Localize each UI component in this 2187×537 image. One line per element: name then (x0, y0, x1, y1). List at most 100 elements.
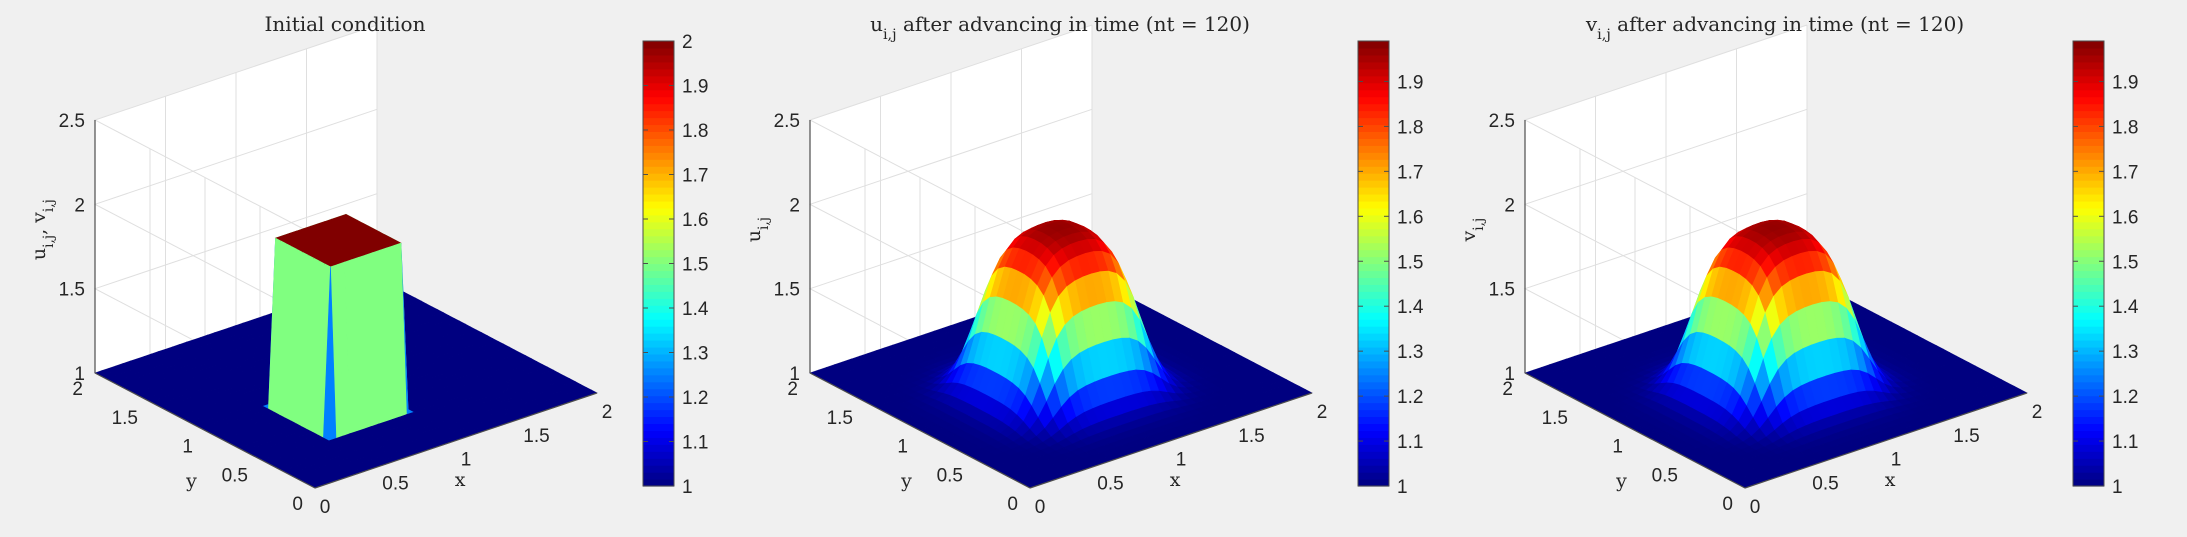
x-axis-label: x (455, 469, 466, 491)
colorbar-segment (643, 465, 674, 473)
colorbar-segment (1358, 249, 1389, 258)
colorbar-segment (643, 193, 674, 202)
colorbar-segment (2073, 374, 2104, 383)
colorbar-segment (2073, 409, 2104, 418)
z-tick-label: 1.5 (774, 280, 800, 301)
y-tick-label: 1 (897, 437, 908, 458)
x-tick-label: 0 (1035, 497, 1046, 518)
colorbar-segment (2073, 221, 2104, 230)
colorbar-segment (2073, 54, 2104, 63)
y-tick-label: 1.5 (112, 408, 138, 429)
colorbar-segment (2073, 367, 2104, 376)
colorbar-segment (643, 103, 674, 112)
z-tick-label: 1 (789, 364, 800, 385)
colorbar-segment (2073, 479, 2104, 487)
colorbar-segment (643, 61, 674, 70)
colorbar-segment (2073, 89, 2104, 98)
colorbar-tick-label: 1.7 (2112, 162, 2138, 183)
colorbar-segment (1358, 166, 1389, 174)
colorbar-tick-label: 1.6 (1397, 207, 1423, 228)
z-tick-label: 2.5 (774, 111, 800, 132)
colorbar-segment (1358, 367, 1389, 376)
colorbar-tick-label: 1.7 (1397, 162, 1423, 183)
x-tick-label: 0.5 (382, 473, 408, 494)
colorbar-tick-label: 1.4 (1397, 297, 1424, 318)
x-tick-label: 0.5 (1812, 473, 1838, 494)
colorbar-segment (643, 110, 674, 119)
colorbar-segment (643, 207, 674, 216)
colorbar-tick-label: 1 (682, 477, 693, 498)
colorbar-segment (2073, 430, 2104, 438)
colorbar-segment (1358, 291, 1389, 299)
colorbar-segment (643, 96, 674, 105)
colorbar-tick-label: 1.9 (1397, 72, 1423, 93)
colorbar-segment (2073, 326, 2104, 334)
colorbar-segment (643, 333, 674, 341)
colorbar-segment (643, 298, 674, 306)
colorbar-segment (643, 124, 674, 132)
y-tick-label: 1.5 (827, 408, 853, 429)
z-tick-label: 2 (74, 195, 85, 216)
colorbar-segment (643, 291, 674, 299)
colorbar-segment (2073, 333, 2104, 341)
y-tick-label: 0 (1722, 494, 1733, 515)
colorbar-segment (643, 339, 674, 348)
colorbar-segment (2073, 82, 2104, 91)
colorbar-segment (2073, 138, 2104, 146)
colorbar-segment (1358, 41, 1389, 49)
colorbar-segment (1358, 360, 1389, 369)
colorbar-segment (643, 235, 674, 244)
colorbar-segment (643, 437, 674, 445)
colorbar-segment (2073, 360, 2104, 369)
colorbar-segment (1358, 451, 1389, 459)
colorbar-segment (2073, 159, 2104, 167)
colorbar-tick-label: 1.1 (1397, 432, 1423, 453)
colorbar-segment (2073, 416, 2104, 425)
colorbar: 1 1.1 1.2 1.3 1.4 1.5 1.6 1.7 1.8 1.9 2 (642, 32, 709, 498)
colorbar-segment (2073, 458, 2104, 466)
colorbar-segment (1358, 388, 1389, 397)
x-tick-label: 1 (1891, 450, 1902, 471)
colorbar-segment (643, 75, 674, 84)
colorbar-segment (643, 346, 674, 355)
z-tick-label: 1 (1504, 364, 1515, 385)
colorbar-segment (1358, 458, 1389, 466)
axis-lines (809, 120, 1313, 489)
colorbar-segment (643, 374, 674, 383)
colorbar-tick-label: 1.6 (682, 210, 708, 231)
colorbar-tick-label: 1.5 (1397, 252, 1423, 273)
colorbar-tick-label: 1.7 (682, 166, 708, 187)
x-axis-label: x (1170, 469, 1181, 491)
colorbar-segment (2073, 395, 2104, 404)
colorbar-segment (2073, 353, 2104, 362)
colorbar-segment (1358, 214, 1389, 223)
colorbar-segment (2073, 117, 2104, 126)
axis-lines (94, 120, 598, 489)
colorbar-tick-label: 1.4 (2112, 297, 2139, 318)
colorbar-segment (643, 89, 674, 98)
colorbar-segment (2073, 187, 2104, 195)
colorbar-segment (643, 430, 674, 438)
colorbar-segment (2073, 173, 2104, 181)
colorbar-segment (1358, 381, 1389, 390)
colorbar-tick-label: 1.8 (1397, 117, 1423, 138)
colorbar-segment (1358, 263, 1389, 272)
z-axis-label: vi,j (1458, 218, 1487, 243)
colorbar-segment (643, 409, 674, 418)
colorbar-segment (643, 173, 674, 181)
z-tick-label: 1 (74, 364, 85, 385)
colorbar-tick-label: 1 (2112, 477, 2123, 498)
colorbar-segment (1358, 402, 1389, 411)
colorbar-segment (643, 68, 674, 77)
colorbar-segment (1358, 138, 1389, 146)
colorbar-segment (2073, 444, 2104, 452)
colorbar-segment (1358, 68, 1389, 77)
colorbar-segment (2073, 75, 2104, 84)
colorbar-segment (643, 451, 674, 459)
y-tick-label: 1.5 (1542, 408, 1568, 429)
chart-title: Initial condition (265, 12, 426, 36)
colorbar-segment (2073, 193, 2104, 202)
